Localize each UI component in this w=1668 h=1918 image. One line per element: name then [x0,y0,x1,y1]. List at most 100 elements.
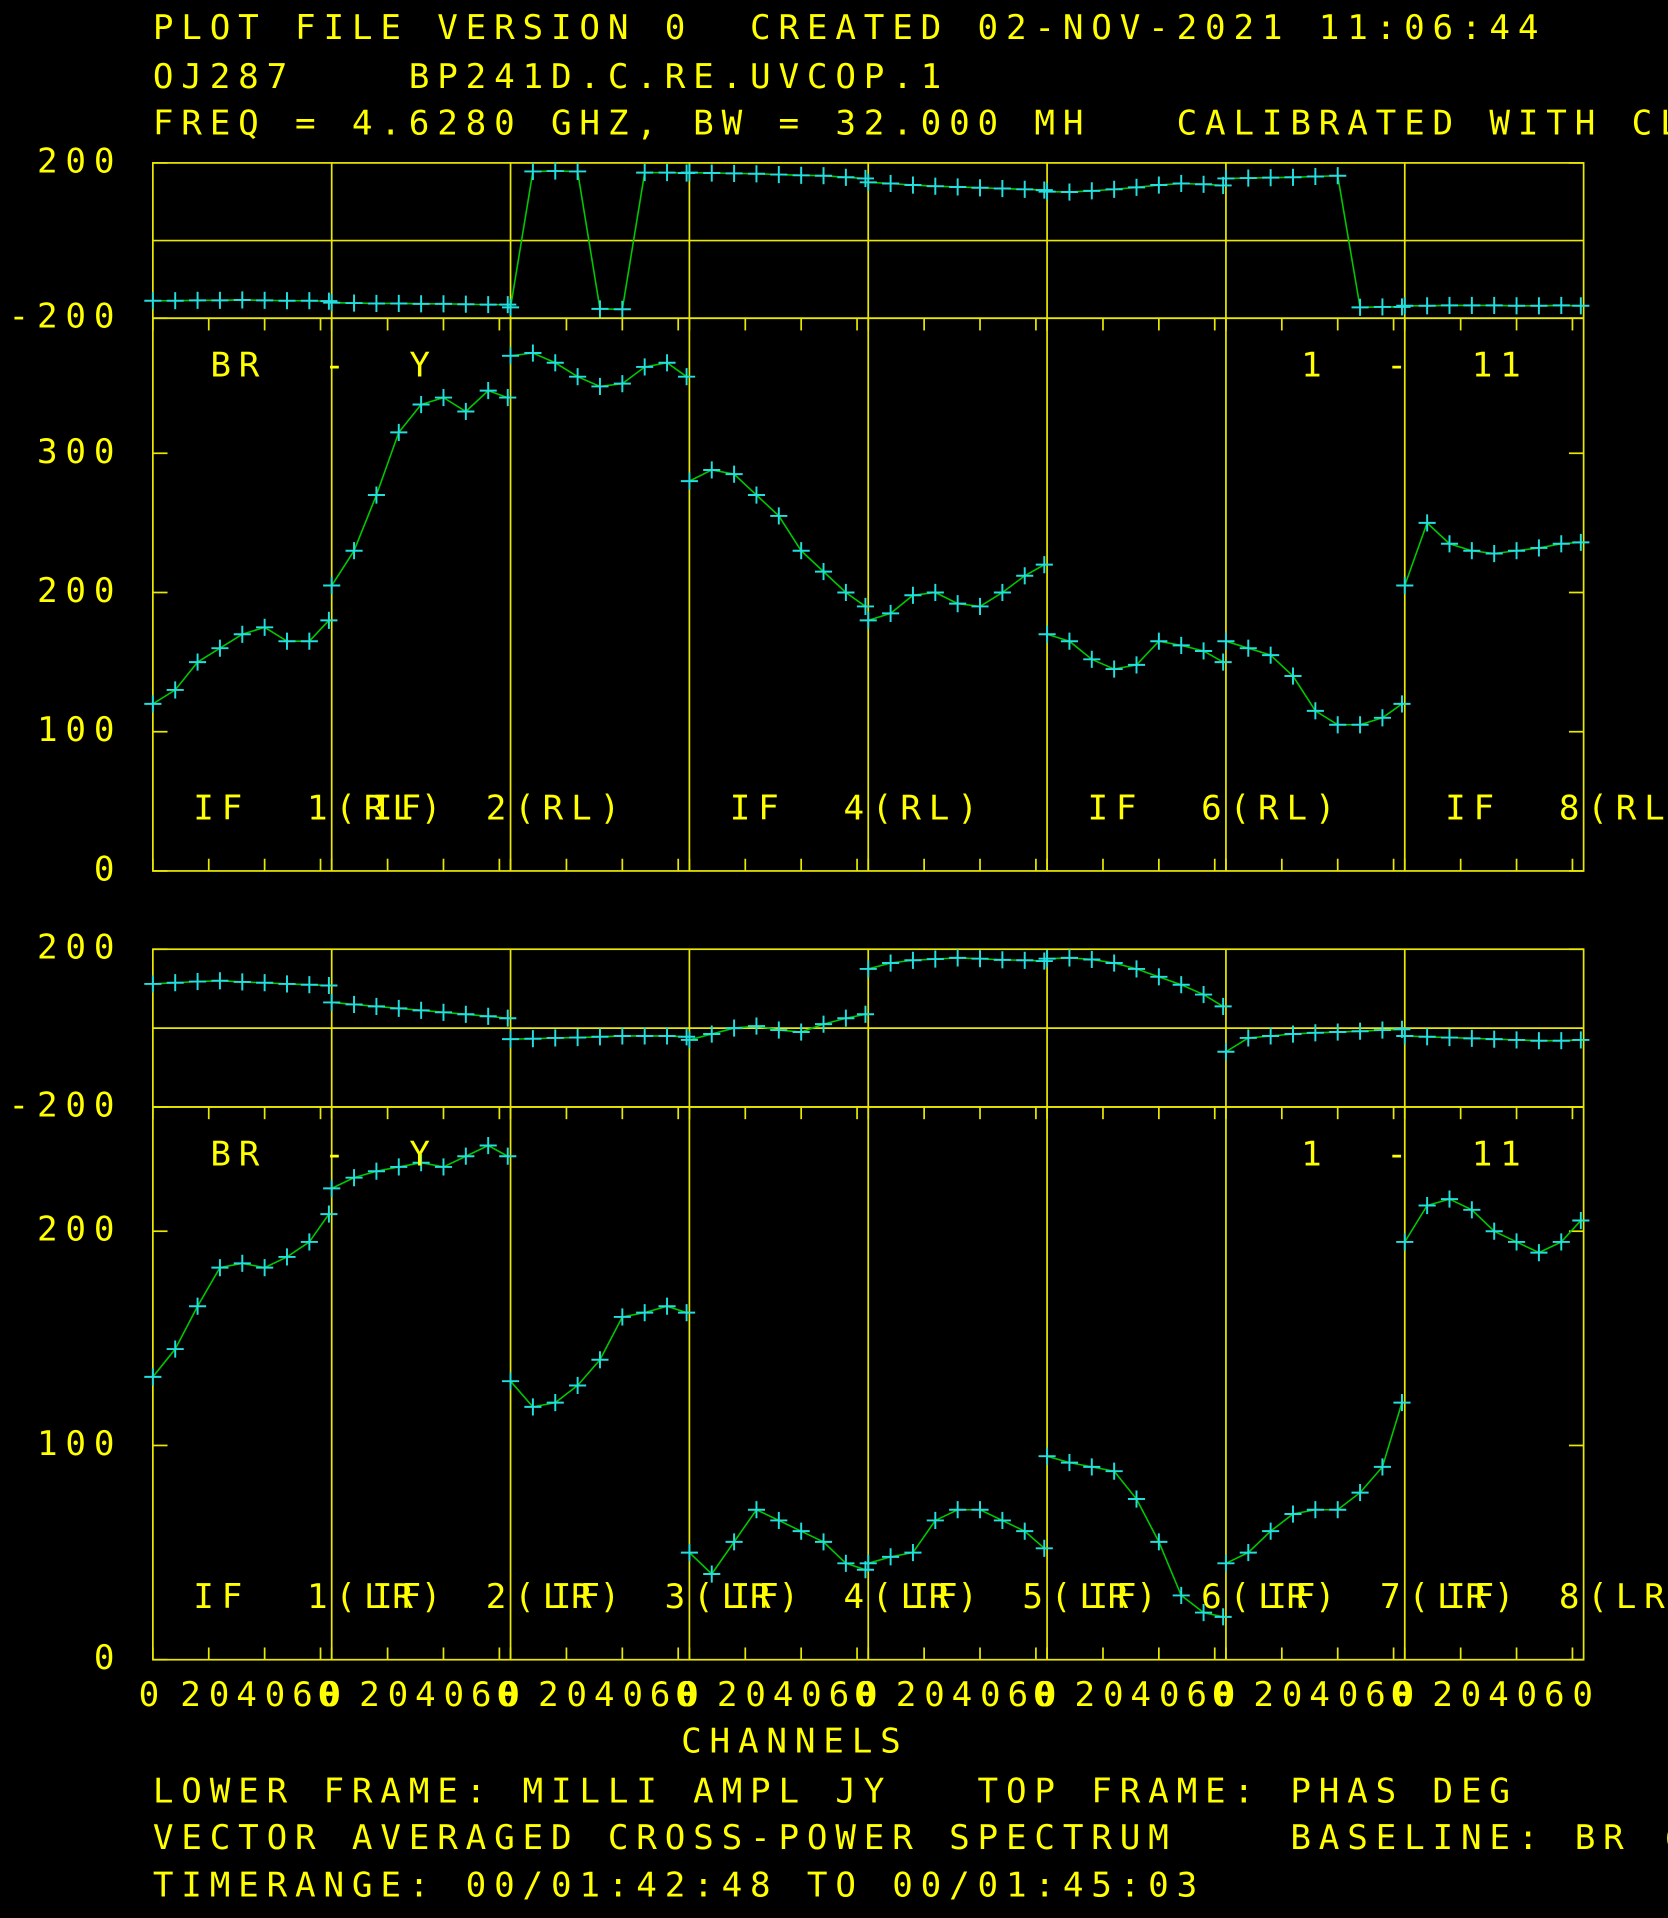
header-line: FREQ = 4.6280 GHZ, BW = 32.000 MH CALIBR… [153,104,1668,144]
spectrum-line [1225,1402,1403,1565]
footer-line: LOWER FRAME: MILLI AMPL JY TOP FRAME: PH… [153,1772,1518,1812]
data-point [1393,695,1411,713]
data-point [1373,298,1391,316]
data-point [904,1544,922,1562]
data-point [837,1009,855,1027]
x-tick-label: 40 [236,1675,293,1715]
data-point [1016,567,1034,585]
data-point [1172,174,1190,193]
data-point [1214,176,1232,194]
data-point [320,976,338,995]
data-point [1195,642,1213,660]
data-point [1016,180,1034,198]
data-point [1195,1604,1213,1622]
data-point [457,402,475,421]
data-point [636,164,654,182]
data-point [882,1548,900,1566]
data-point [546,1394,564,1412]
data-point [1393,1020,1411,1038]
x-tick-label: 40 [1488,1675,1545,1715]
data-point [434,1003,453,1021]
y-tick-label: -200 [9,297,123,337]
data-point [256,618,274,636]
data-point [144,975,162,993]
data-point [1035,181,1053,199]
data-point [479,382,497,400]
data-point [1060,949,1079,967]
x-tick-label: 20 [896,1675,953,1715]
data-point [1440,535,1459,553]
data-point [345,294,363,312]
data-point [949,949,967,967]
data-point [859,173,877,191]
data-point [814,167,833,185]
x-tick-label: 0 [317,1675,345,1715]
data-point [345,1169,363,1187]
data-point [1351,716,1369,734]
data-point [323,294,341,312]
data-point [904,176,922,194]
data-point [1150,176,1168,194]
data-point [591,1351,609,1369]
data-point [1217,1554,1235,1572]
x-tick-label: 40 [952,1675,1009,1715]
data-point [814,1533,833,1551]
data-point [499,389,517,407]
data-point [144,1368,162,1386]
data-point [747,1017,766,1035]
spectrum-line [689,469,866,608]
data-point [1396,297,1414,315]
data-point [1172,636,1190,654]
data-point [636,1027,654,1045]
data-point [591,377,609,395]
data-point [837,168,855,186]
if-label: IF 6(RL) [1087,788,1343,828]
data-point [412,295,430,313]
data-point [747,165,766,183]
data-point [1418,297,1436,315]
data-point [971,950,989,968]
data-point [993,179,1011,198]
data-point [1552,296,1570,314]
data-point [859,960,877,978]
data-point [1306,1024,1324,1042]
data-point [1463,542,1481,560]
x-tick-label: 60 [1365,1675,1422,1715]
data-point [591,1028,609,1046]
if-label: IF 4(LR) [730,1577,986,1617]
data-point [747,486,766,504]
data-point [1507,297,1526,315]
data-point [390,999,408,1017]
data-point [703,461,721,479]
data-point [658,164,676,182]
data-point [1038,625,1056,643]
data-point [1552,1032,1570,1050]
data-point [636,358,654,376]
if-label: IF 7(LR) [1266,1577,1522,1617]
data-point [1530,1244,1548,1262]
data-point [1038,183,1056,201]
data-point [434,295,453,313]
data-point [569,1028,587,1047]
data-point [499,1009,517,1027]
data-point [792,1522,810,1540]
data-point [1306,1501,1324,1519]
data-point [1217,632,1235,650]
data-point [1214,653,1232,671]
data-point [300,292,318,310]
y-tick-label: 0 [94,849,122,889]
data-point [1507,1233,1526,1251]
spectrum-line [688,1508,866,1576]
data-point [189,972,207,991]
y-tick-label: 200 [37,1210,122,1250]
data-point [613,1027,631,1045]
data-point [1418,1028,1436,1046]
data-point [1440,1190,1459,1208]
data-point [904,951,922,969]
data-point [1038,950,1056,968]
header-line: OJ287 BP241D.C.RE.UVCOP.1 [153,57,949,97]
data-point [166,292,184,310]
data-point [320,611,338,629]
data-point [1284,1025,1302,1043]
